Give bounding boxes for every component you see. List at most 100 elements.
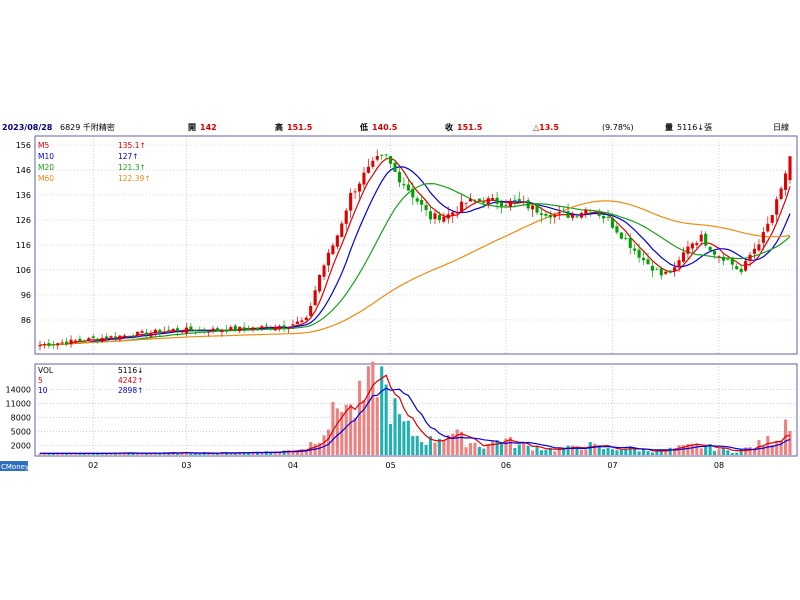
candle-body xyxy=(739,268,743,273)
volume-bar xyxy=(397,414,402,455)
volume-bar xyxy=(615,450,619,455)
candle-body xyxy=(752,248,757,254)
candle-body xyxy=(100,338,104,342)
volume-bar xyxy=(575,447,579,455)
candle-body xyxy=(242,327,246,329)
volume-panel: 2000 5000 8000 11000 14000 VOL 5116↓ 5 4242↑ 10 2… xyxy=(6,361,798,457)
volume-bar xyxy=(51,453,55,455)
volume-bar xyxy=(144,453,149,455)
volume-bar xyxy=(198,453,202,455)
candle-body xyxy=(570,215,575,218)
candle-body xyxy=(82,340,86,342)
candle-body xyxy=(544,213,548,216)
volume-bar xyxy=(784,419,788,455)
candle-body xyxy=(504,205,508,207)
volume-bar xyxy=(349,404,353,455)
candle-body xyxy=(207,331,211,333)
candle-body xyxy=(619,232,623,239)
volume-bar xyxy=(47,453,51,455)
volume-bar xyxy=(171,452,175,455)
candle-body xyxy=(717,256,721,258)
volume-ma-line-10 xyxy=(40,387,791,455)
volume-bar xyxy=(628,446,632,455)
volume-bar xyxy=(588,442,592,455)
candle-body xyxy=(610,217,615,228)
volume-bar xyxy=(131,452,135,455)
volume-bar xyxy=(340,411,344,455)
volume-bar xyxy=(752,448,757,455)
volume-bar xyxy=(770,444,774,455)
candle-body xyxy=(548,215,552,218)
volume-bar xyxy=(513,447,517,455)
volume-bar xyxy=(708,444,712,455)
volume-bar xyxy=(233,452,237,455)
volume-bar xyxy=(260,453,264,455)
volume-bar xyxy=(118,453,122,455)
header-bar: 2023/08/28 6829 千附精密 開 142 高 151.5 低 140… xyxy=(2,122,789,132)
candle-body xyxy=(468,198,473,202)
header-change-pct: (9.78%) xyxy=(602,123,634,132)
volume-bar xyxy=(650,452,654,455)
candle-body xyxy=(593,211,597,213)
candle-body xyxy=(788,156,792,180)
volume-bar xyxy=(504,438,508,455)
candle-body xyxy=(406,184,410,191)
volume-legend-label: 10 xyxy=(38,386,48,395)
candlesticks xyxy=(38,149,792,351)
candle-body xyxy=(655,268,659,270)
volume-bar xyxy=(140,453,144,455)
candle-body xyxy=(295,321,299,324)
candle-body xyxy=(446,214,450,219)
volume-bar xyxy=(624,448,628,455)
candle-body xyxy=(588,210,592,211)
candle-body xyxy=(508,200,512,207)
volume-bar xyxy=(526,445,530,455)
volume-bar xyxy=(184,452,189,455)
candle-body xyxy=(784,173,788,190)
candle-body xyxy=(628,238,632,248)
candle-body xyxy=(730,257,734,265)
candle-body xyxy=(424,205,428,211)
header-volume-value: 5116↓張 xyxy=(677,123,712,132)
volume-average-lines xyxy=(40,374,791,455)
volume-bar xyxy=(176,453,180,455)
header-close-label: 收 xyxy=(445,122,453,132)
candle-body xyxy=(779,188,783,199)
candle-body xyxy=(411,188,415,198)
volume-bar xyxy=(366,366,370,455)
volume-bar xyxy=(775,440,779,455)
header-open-value: 142 xyxy=(200,123,217,132)
candle-body xyxy=(278,326,282,330)
candle-body xyxy=(602,215,606,219)
header-high-label: 高 xyxy=(275,122,283,132)
header-low-value: 140.5 xyxy=(372,123,398,132)
volume-bar xyxy=(389,423,393,455)
candle-body xyxy=(65,341,69,344)
volume-bar xyxy=(207,453,211,455)
volume-bar xyxy=(473,442,477,455)
month-label: 05 xyxy=(385,461,395,470)
candle-body xyxy=(224,329,228,332)
candle-body xyxy=(575,216,579,218)
volume-bar xyxy=(602,449,606,455)
header-low-label: 低 xyxy=(359,122,368,132)
candle-body xyxy=(491,198,495,200)
candle-body xyxy=(247,328,251,330)
candle-body xyxy=(650,265,654,271)
candle-body xyxy=(51,343,55,345)
price-grid xyxy=(35,136,797,354)
candle-body xyxy=(402,184,406,186)
volume-bar xyxy=(610,449,615,455)
volume-bar xyxy=(699,448,703,455)
candle-body xyxy=(371,160,375,167)
volume-bar xyxy=(428,436,433,455)
candle-body xyxy=(335,235,339,247)
candle-body xyxy=(78,338,82,341)
volume-bar xyxy=(82,453,86,455)
candle-body xyxy=(566,211,570,218)
candle-body xyxy=(375,156,379,160)
candle-body xyxy=(56,343,60,345)
volume-bar xyxy=(415,435,419,455)
volume-bar xyxy=(411,436,415,455)
